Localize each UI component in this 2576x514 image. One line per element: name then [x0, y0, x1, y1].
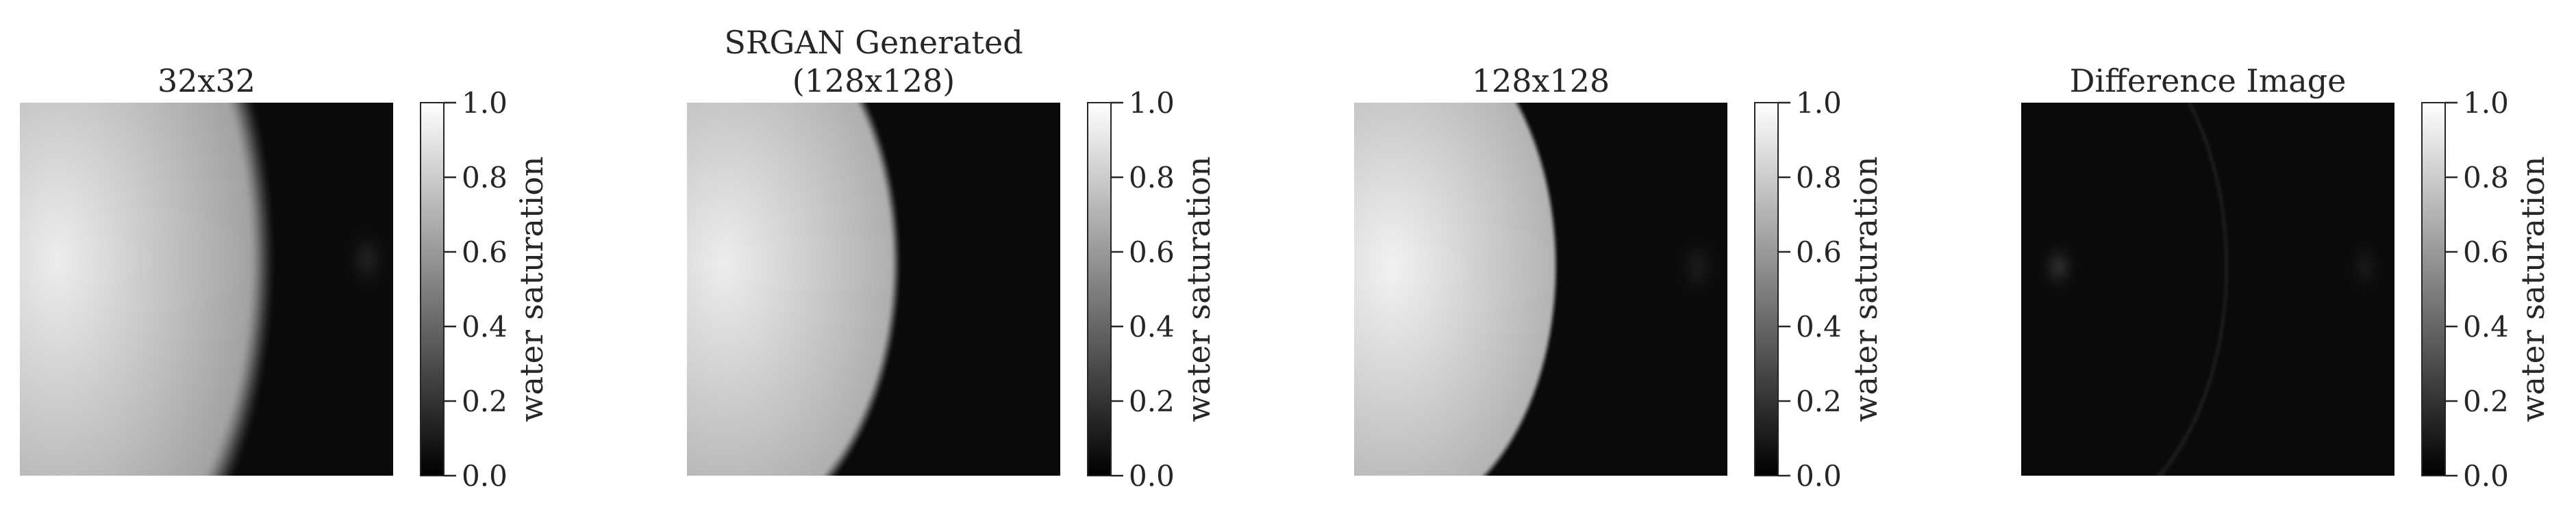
heatmap-image	[20, 103, 393, 476]
colorbar	[2421, 102, 2446, 476]
panel-4: Difference Image 0.0 0.2 0.4 0.6 0.8 1.0 water …	[2021, 62, 2551, 493]
colorbar-tick-label: 0.4	[1129, 310, 1175, 344]
panel-title: 128x128	[1472, 62, 1610, 99]
colorbar-tick-label: 0.8	[1129, 161, 1175, 194]
colorbar-tick-label: 1.0	[1129, 86, 1175, 120]
heatmap-image	[2021, 103, 2394, 476]
colorbar-tick-label: 1.0	[2463, 86, 2509, 120]
heatmap-image	[687, 103, 1060, 476]
panel-2: SRGAN Generated(128x128) 0.0 0.2 0.4 0.6 0.8 1…	[687, 24, 1217, 493]
colorbar-label: water saturation	[2514, 156, 2551, 422]
colorbar-tick-label: 0.8	[2463, 161, 2509, 194]
colorbar-tick-label: 0.4	[2463, 310, 2509, 344]
colorbar-tick-label: 0.4	[1796, 310, 1842, 344]
colorbar-tick-label: 0.0	[2463, 459, 2509, 493]
colorbar-tick-label: 1.0	[1796, 86, 1842, 120]
colorbar-tick-label: 0.2	[1129, 385, 1175, 418]
colorbar	[420, 102, 445, 476]
colorbar-tick-label: 0.0	[1796, 459, 1842, 493]
colorbar-tick-label: 1.0	[462, 86, 508, 120]
panel-3: 128x128 0.0 0.2 0.4 0.6 0.8 1.0 water saturatio…	[1354, 62, 1884, 493]
colorbar-tick-label: 0.2	[2463, 385, 2509, 418]
colorbar-label: water saturation	[513, 156, 550, 422]
colorbar-tick-label: 0.6	[1796, 235, 1842, 269]
panel-title: Difference Image	[2070, 62, 2347, 99]
colorbar-label: water saturation	[1847, 156, 1884, 422]
colorbar	[1754, 102, 1779, 476]
colorbar-tick-label: 0.6	[2463, 235, 2509, 269]
panel-1: 32x32 0.0 0.2 0.4 0.6 0.8 1.0 water saturation	[20, 62, 550, 493]
panel-title: (128x128)	[792, 62, 955, 99]
colorbar-tick-label: 0.6	[462, 235, 508, 269]
colorbar-tick-label: 0.8	[1796, 161, 1842, 194]
colorbar-tick-label: 0.2	[462, 385, 508, 418]
colorbar-tick-label: 0.8	[462, 161, 508, 194]
panel-title: SRGAN Generated	[724, 24, 1023, 61]
colorbar-tick-label: 0.4	[462, 310, 508, 344]
colorbar-label: water saturation	[1180, 156, 1217, 422]
colorbar-tick-label: 0.0	[1129, 459, 1175, 493]
colorbar-tick-label: 0.2	[1796, 385, 1842, 418]
heatmap-image	[1354, 103, 1727, 476]
colorbar-tick-label: 0.6	[1129, 235, 1175, 269]
colorbar-tick-label: 0.0	[462, 459, 508, 493]
panel-title: 32x32	[158, 62, 255, 99]
colorbar	[1087, 102, 1112, 476]
